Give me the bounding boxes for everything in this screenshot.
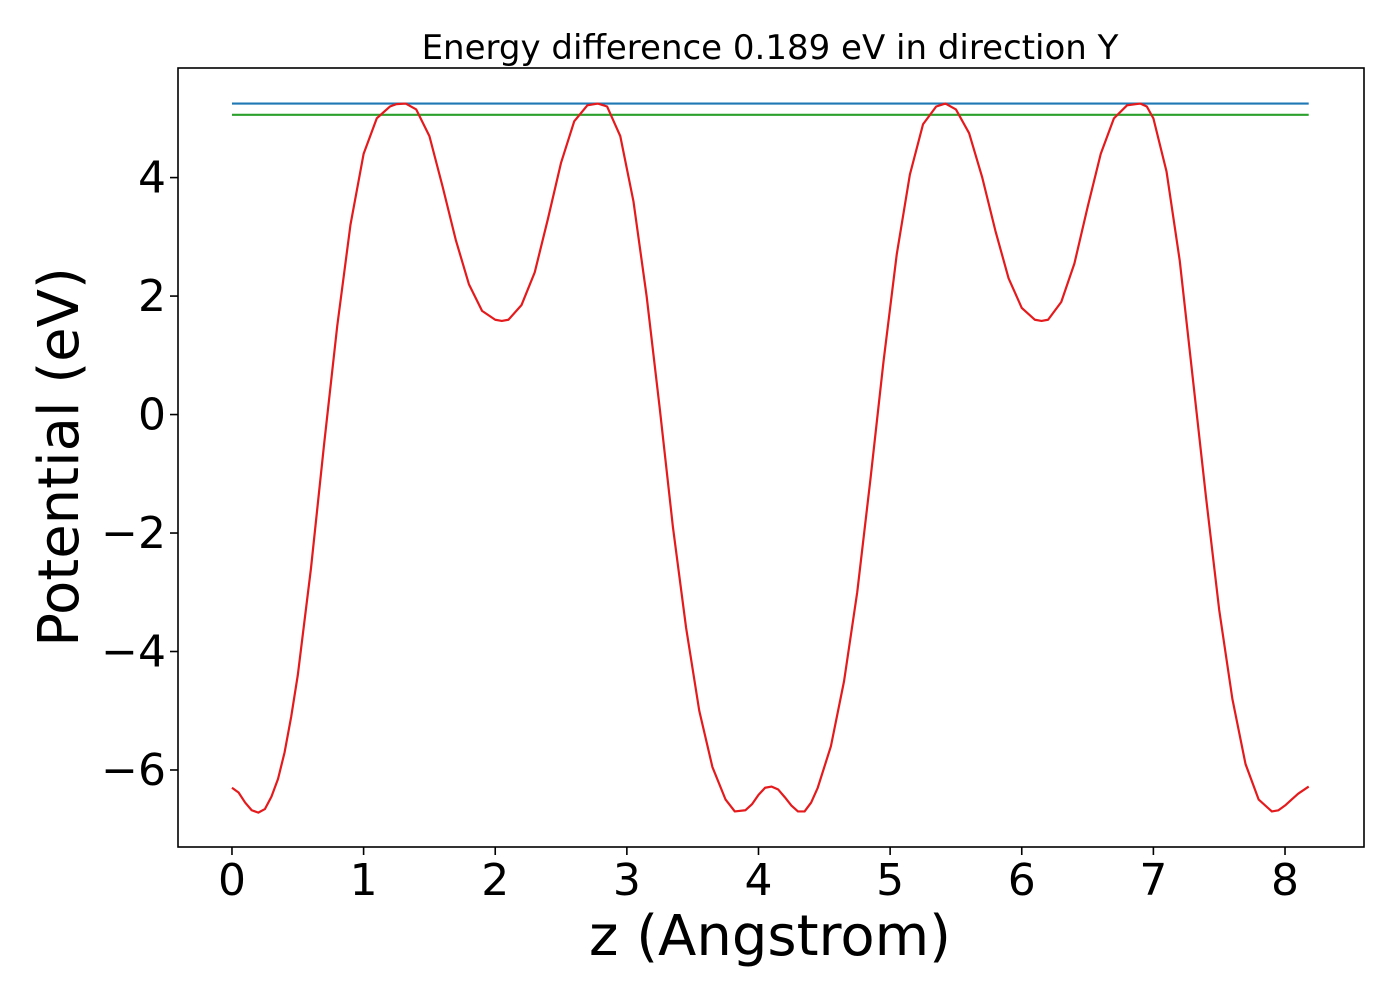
x-axis-title: z (Angstrom): [589, 904, 951, 969]
y-tick-label: 0: [138, 390, 166, 441]
y-tick-label: −6: [101, 745, 166, 796]
x-axis-ticks: 0 1 2 3 4 5 6 7 8: [218, 847, 1299, 906]
y-axis-ticks: −6 −4 −2 0 2 4: [101, 153, 178, 796]
x-tick-label: 3: [613, 855, 641, 906]
x-tick-label: 6: [1008, 855, 1036, 906]
y-axis-title: Potential (eV): [27, 267, 92, 647]
y-tick-label: −4: [101, 627, 166, 678]
x-tick-label: 0: [218, 855, 246, 906]
plot-area: [231, 102, 1310, 814]
chart-title: Energy difference 0.189 eV in direction …: [422, 28, 1119, 68]
x-tick-label: 5: [876, 855, 904, 906]
potential-curve-line: [231, 102, 1310, 814]
x-tick-label: 2: [481, 855, 509, 906]
x-tick-label: 1: [350, 855, 378, 906]
y-tick-label: 2: [138, 271, 166, 322]
plot-frame: [177, 67, 1365, 848]
x-tick-label: 7: [1139, 855, 1167, 906]
x-tick-label: 8: [1271, 855, 1299, 906]
y-tick-label: −2: [101, 508, 166, 559]
y-tick-label: 4: [138, 153, 166, 204]
x-tick-label: 4: [744, 855, 772, 906]
